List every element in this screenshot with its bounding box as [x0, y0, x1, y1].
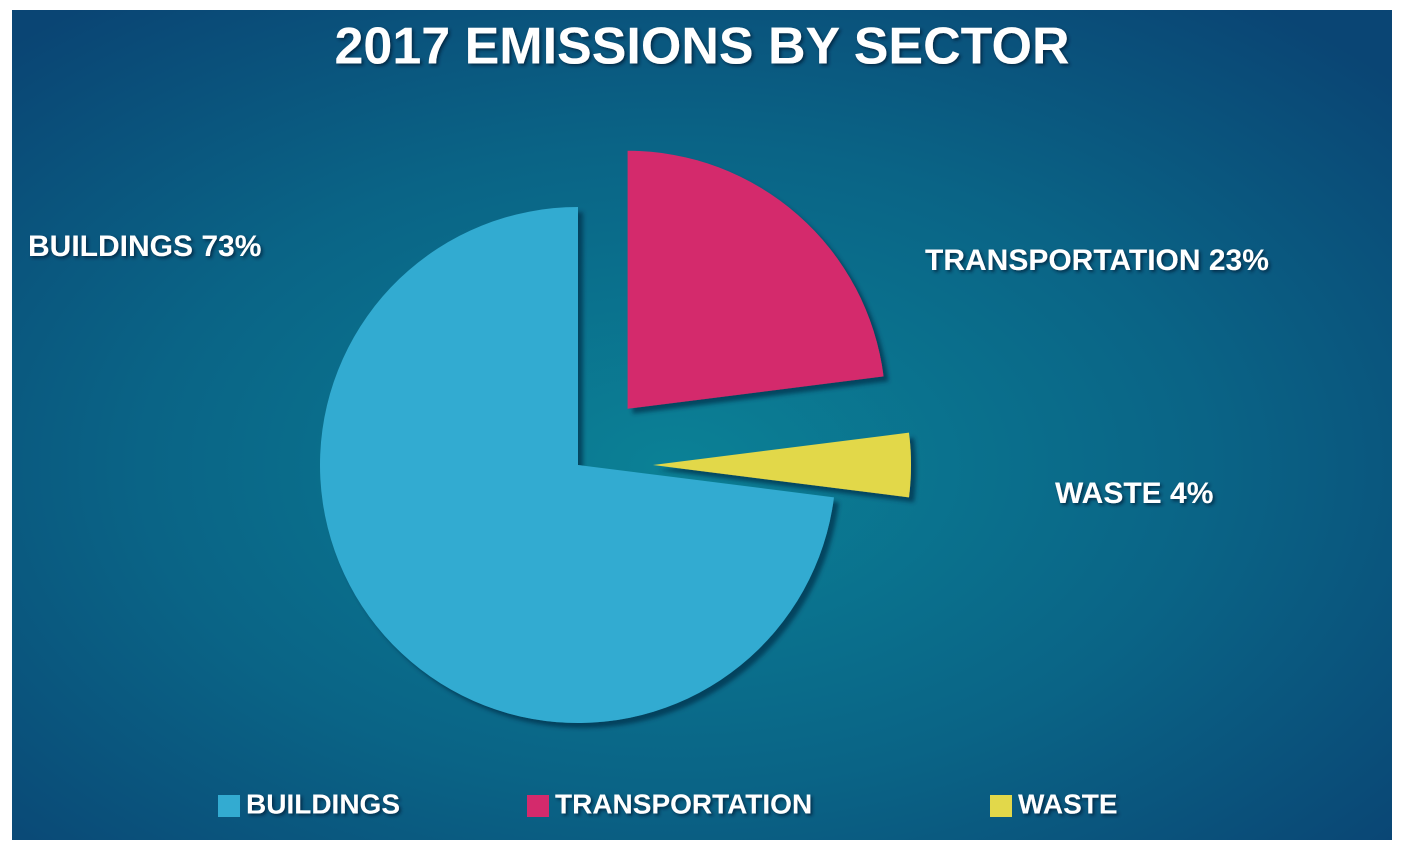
pie-slice	[627, 150, 884, 409]
legend-swatch	[527, 795, 549, 817]
background	[12, 10, 1392, 840]
legend-label: BUILDINGS	[246, 788, 400, 819]
data-label: TRANSPORTATION 23%	[925, 244, 1269, 277]
chart-title: 2017 EMISSIONS BY SECTOR	[334, 18, 1069, 76]
pie-slice	[653, 432, 912, 498]
pie	[319, 150, 912, 724]
data-label: BUILDINGS 73%	[28, 230, 261, 263]
data-label: WASTE 4%	[1055, 477, 1213, 510]
legend-swatch	[218, 795, 240, 817]
legend-swatch	[990, 795, 1012, 817]
legend-label: TRANSPORTATION	[555, 788, 812, 819]
pie-slice	[319, 207, 834, 724]
legend-label: WASTE	[1018, 788, 1118, 819]
